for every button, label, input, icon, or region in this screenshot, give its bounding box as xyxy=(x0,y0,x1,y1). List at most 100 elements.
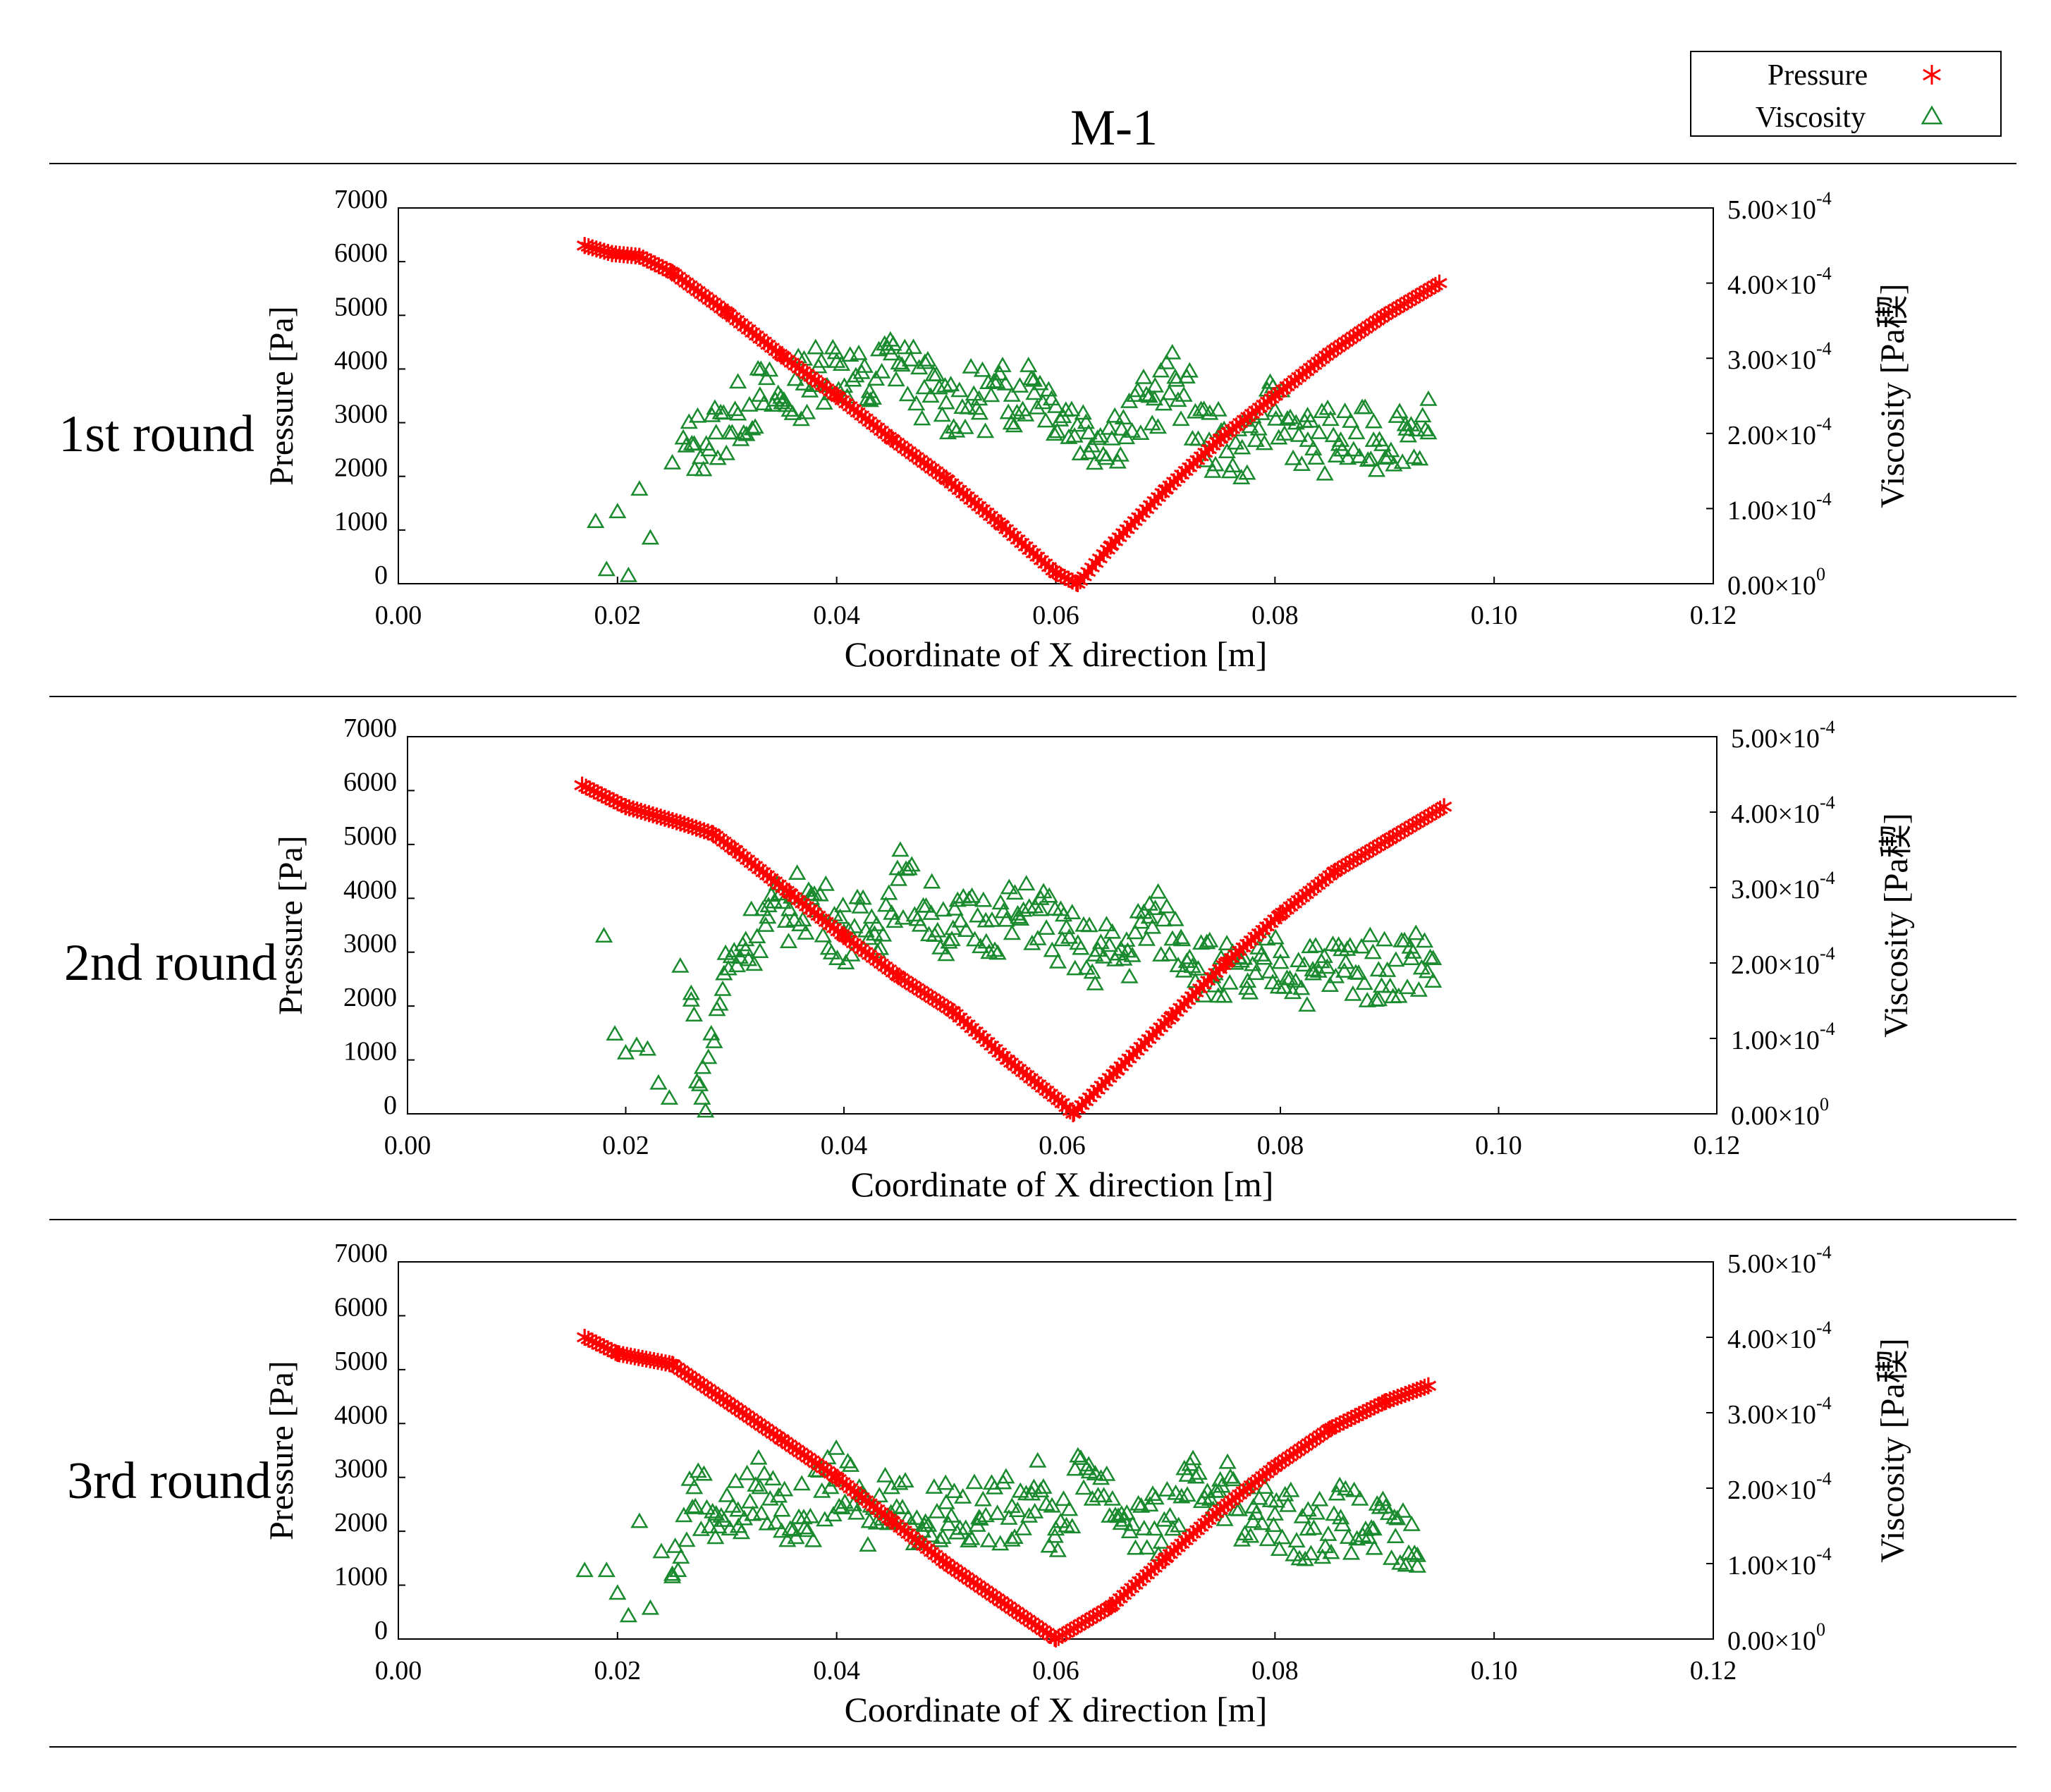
viscosity-point xyxy=(704,1502,722,1518)
viscosity-point xyxy=(794,911,812,927)
viscosity-point xyxy=(1390,403,1409,419)
viscosity-point xyxy=(1318,958,1336,974)
viscosity-point xyxy=(1347,424,1366,440)
viscosity-point xyxy=(1259,1530,1277,1547)
viscosity-point xyxy=(933,1528,952,1544)
viscosity-point xyxy=(828,950,847,965)
viscosity-point xyxy=(858,390,876,406)
viscosity-point xyxy=(801,1507,820,1523)
viscosity-point xyxy=(1333,1516,1352,1532)
viscosity-point xyxy=(1397,419,1416,436)
viscosity-point xyxy=(717,444,735,460)
y-left-tick-label: 2000 xyxy=(334,1508,388,1538)
viscosity-point xyxy=(876,1466,895,1483)
viscosity-point xyxy=(855,357,874,373)
viscosity-point xyxy=(1292,455,1311,472)
viscosity-point xyxy=(1129,1495,1148,1511)
viscosity-point xyxy=(1369,990,1388,1007)
y-right-tick-label: 5.00×10-4 xyxy=(1731,717,1835,754)
viscosity-point xyxy=(1048,952,1067,969)
legend-triangle-mark xyxy=(1921,105,1943,125)
viscosity-point xyxy=(1402,1515,1421,1531)
y-right-tick-label: 1.00×10-4 xyxy=(1731,1019,1835,1055)
y-left-tick-label: 3000 xyxy=(334,1454,388,1484)
viscosity-point xyxy=(708,1000,726,1017)
viscosity-point xyxy=(1126,1539,1145,1555)
viscosity-point xyxy=(1255,434,1273,450)
x-tick-label: 0.08 xyxy=(1251,601,1299,630)
viscosity-point xyxy=(979,1531,998,1547)
viscosity-point xyxy=(1015,901,1033,917)
y-left-tick-label: 7000 xyxy=(334,185,388,214)
viscosity-point xyxy=(896,1472,914,1488)
viscosity-point xyxy=(974,891,993,907)
viscosity-point xyxy=(1394,1502,1412,1518)
viscosity-point xyxy=(971,1510,989,1526)
viscosity-point xyxy=(970,404,988,420)
viscosity-point xyxy=(907,1509,926,1525)
viscosity-point xyxy=(1247,431,1265,448)
viscosity-point xyxy=(979,374,998,389)
viscosity-point xyxy=(1143,415,1161,431)
viscosity-point xyxy=(1369,961,1388,977)
viscosity-point xyxy=(960,890,979,907)
y-left-tick-label: 4000 xyxy=(334,345,388,375)
viscosity-point xyxy=(730,948,749,964)
viscosity-point xyxy=(1146,376,1164,393)
viscosity-point xyxy=(919,1516,938,1532)
viscosity-point xyxy=(1383,1549,1401,1565)
viscosity-point xyxy=(715,1511,733,1527)
viscosity-point xyxy=(1129,381,1147,398)
viscosity-point xyxy=(976,422,995,438)
viscosity-point xyxy=(1029,1452,1047,1468)
viscosity-point xyxy=(1134,903,1153,919)
viscosity-point xyxy=(1408,1557,1426,1573)
row-label: 3rd round xyxy=(67,1452,271,1510)
viscosity-point xyxy=(804,1531,823,1547)
y-right-tick-label: 3.00×10-4 xyxy=(1731,868,1835,904)
viscosity-point xyxy=(1209,400,1227,417)
viscosity-point xyxy=(889,870,907,886)
viscosity-point xyxy=(1042,390,1060,406)
viscosity-point xyxy=(1180,362,1199,378)
viscosity-point xyxy=(1201,1490,1220,1506)
viscosity-point xyxy=(1310,423,1328,439)
y-left-tick-label: 7000 xyxy=(334,1239,388,1268)
viscosity-point xyxy=(941,376,960,391)
viscosity-point xyxy=(997,1468,1015,1484)
y-right-tick-exponent: -4 xyxy=(1816,338,1832,359)
viscosity-point xyxy=(1270,429,1288,445)
x-tick-label: 0.08 xyxy=(1251,1656,1299,1686)
x-tick-label: 0.02 xyxy=(594,601,642,630)
viscosity-point xyxy=(1066,959,1084,976)
viscosity-point xyxy=(1302,412,1320,428)
viscosity-point xyxy=(988,944,1007,960)
viscosity-point xyxy=(1342,1544,1361,1560)
viscosity-point xyxy=(891,841,910,857)
viscosity-point xyxy=(1000,1509,1018,1525)
y-right-tick-label: 3.00×10-4 xyxy=(1727,1393,1832,1430)
y-right-tick-exponent: -4 xyxy=(1820,943,1835,964)
viscosity-point xyxy=(1026,897,1044,914)
viscosity-point xyxy=(738,1464,757,1480)
viscosity-point xyxy=(1339,1528,1358,1545)
y-left-tick-label: 4000 xyxy=(334,1400,388,1430)
viscosity-point xyxy=(1154,395,1173,411)
viscosity-point xyxy=(1003,1530,1021,1547)
viscosity-point xyxy=(616,1043,635,1060)
viscosity-point xyxy=(986,941,1004,957)
viscosity-point xyxy=(790,1508,808,1524)
legend-triangle-icon xyxy=(1921,105,1943,125)
viscosity-point xyxy=(1324,426,1342,443)
viscosity-point xyxy=(597,560,616,577)
viscosity-point xyxy=(996,374,1015,391)
y-right-tick-exponent: -4 xyxy=(1816,264,1832,284)
pressure-point xyxy=(1431,274,1447,292)
viscosity-point xyxy=(709,449,727,465)
viscosity-point xyxy=(1048,422,1067,438)
viscosity-point xyxy=(1123,422,1141,438)
viscosity-point xyxy=(1387,951,1405,967)
y-right-axis-label: Viscosity [Pa稧] xyxy=(1874,1338,1911,1562)
viscosity-point xyxy=(1373,435,1392,451)
viscosity-point xyxy=(1321,410,1340,426)
